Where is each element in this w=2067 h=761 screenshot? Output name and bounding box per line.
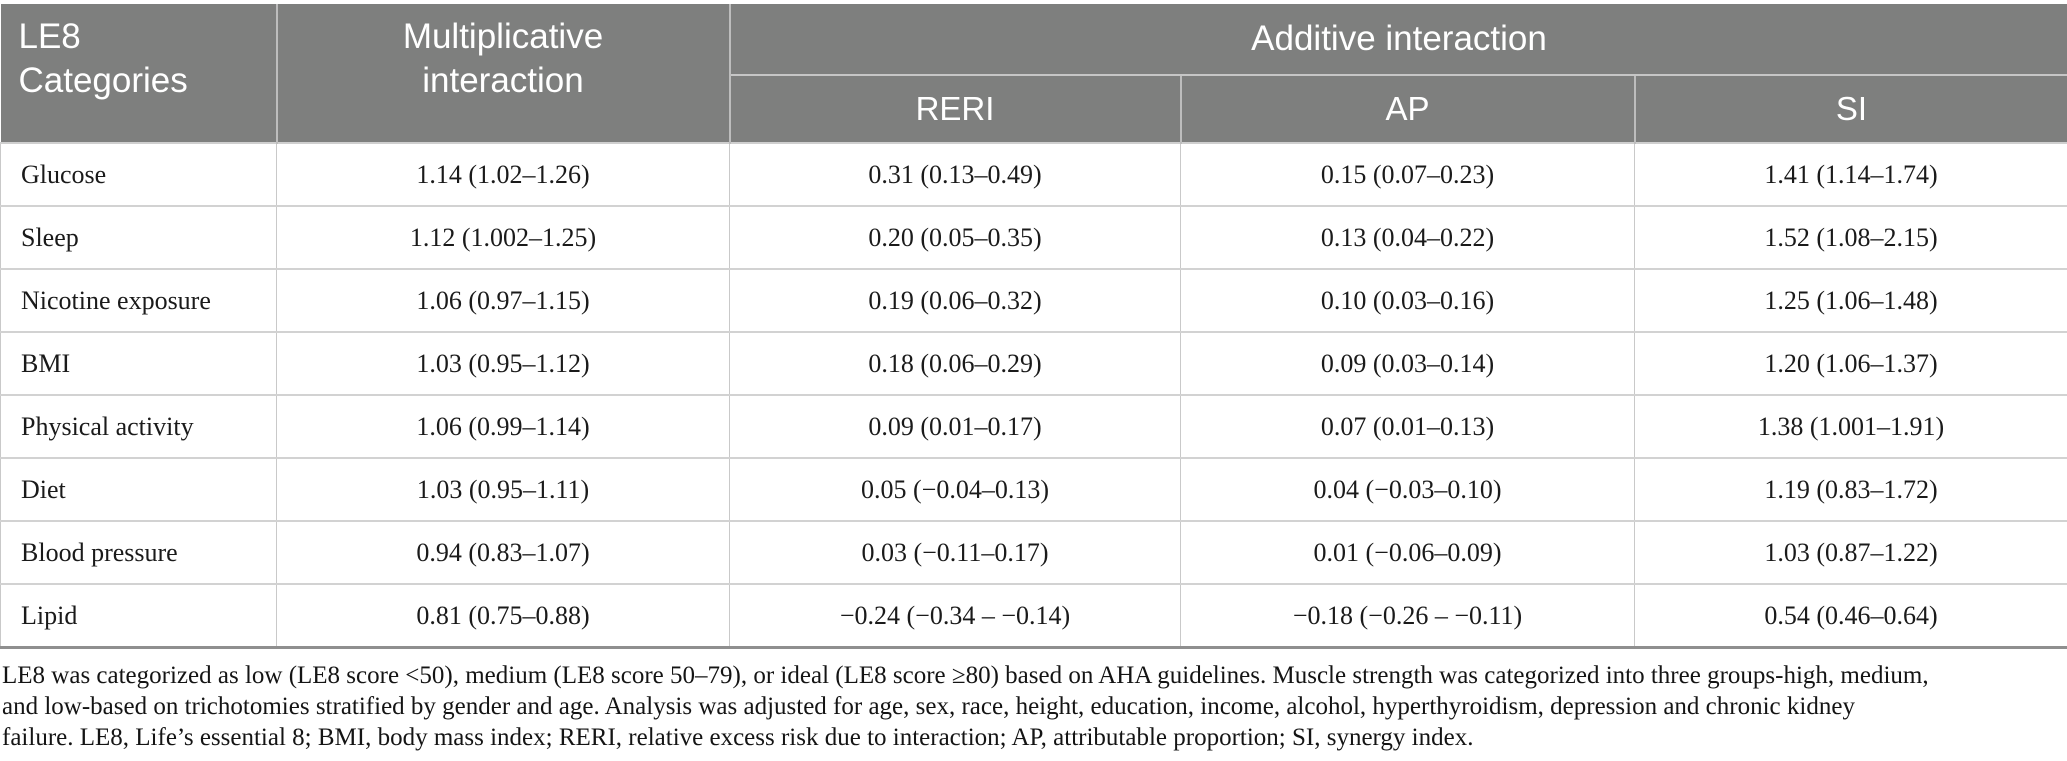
cell-si: 0.54 (0.46–0.64) <box>1633 584 2067 649</box>
cell-multiplicative: 0.81 (0.75–0.88) <box>276 584 730 649</box>
cell-reri: 0.05 (−0.04–0.13) <box>729 458 1181 522</box>
table-row: Physical activity 1.06 (0.99–1.14) 0.09 … <box>0 395 2067 459</box>
cell-multiplicative: 1.03 (0.95–1.12) <box>276 332 730 396</box>
col-header-multiplicative-interaction: Multiplicative interaction <box>275 4 730 143</box>
cell-multiplicative: 0.94 (0.83–1.07) <box>276 521 730 585</box>
cell-reri: 0.31 (0.13–0.49) <box>729 143 1181 207</box>
cell-ap: −0.18 (−0.26 – −0.11) <box>1180 584 1635 649</box>
cell-reri: 0.18 (0.06–0.29) <box>729 332 1181 396</box>
cell-si: 1.41 (1.14–1.74) <box>1633 143 2067 207</box>
cell-si: 1.03 (0.87–1.22) <box>1633 521 2067 585</box>
interaction-table: LE8 Categories Multiplicative interactio… <box>0 4 2067 649</box>
col-header-ap: AP <box>1179 74 1635 143</box>
cell-reri: 0.19 (0.06–0.32) <box>729 269 1181 333</box>
cell-ap: 0.13 (0.04–0.22) <box>1180 206 1635 270</box>
cell-multiplicative: 1.06 (0.97–1.15) <box>276 269 730 333</box>
footnote-line: failure. LE8, Life’s essential 8; BMI, b… <box>2 724 1474 751</box>
cell-reri: −0.24 (−0.34 – −0.14) <box>729 584 1181 649</box>
cell-category: Physical activity <box>0 395 277 459</box>
table-row: Sleep 1.12 (1.002–1.25) 0.20 (0.05–0.35)… <box>0 206 2067 270</box>
cell-multiplicative: 1.06 (0.99–1.14) <box>276 395 730 459</box>
cell-si: 1.52 (1.08–2.15) <box>1633 206 2067 270</box>
cell-ap: 0.04 (−0.03–0.10) <box>1180 458 1635 522</box>
cell-reri: 0.20 (0.05–0.35) <box>729 206 1181 270</box>
table-row: Lipid 0.81 (0.75–0.88) −0.24 (−0.34 – −0… <box>0 584 2067 649</box>
cell-multiplicative: 1.12 (1.002–1.25) <box>276 206 730 270</box>
col-header-si: SI <box>1633 74 2067 143</box>
table-footnote: LE8 was categorized as low (LE8 score <5… <box>2 660 2067 753</box>
cell-category: Diet <box>0 458 277 522</box>
table-row: Nicotine exposure 1.06 (0.97–1.15) 0.19 … <box>0 269 2067 333</box>
cell-ap: 0.15 (0.07–0.23) <box>1180 143 1635 207</box>
cell-si: 1.25 (1.06–1.48) <box>1633 269 2067 333</box>
cell-ap: 0.01 (−0.06–0.09) <box>1180 521 1635 585</box>
table-row: BMI 1.03 (0.95–1.12) 0.18 (0.06–0.29) 0.… <box>0 332 2067 396</box>
footnote-line: and low-based on trichotomies stratified… <box>2 693 1855 720</box>
col-header-le8-categories: LE8 Categories <box>0 4 277 143</box>
cell-ap: 0.09 (0.03–0.14) <box>1180 332 1635 396</box>
cell-category: Sleep <box>0 206 277 270</box>
footnote-line: LE8 was categorized as low (LE8 score <5… <box>2 662 1929 689</box>
col-header-reri: RERI <box>728 74 1181 143</box>
cell-category: Nicotine exposure <box>0 269 277 333</box>
table-row: Glucose 1.14 (1.02–1.26) 0.31 (0.13–0.49… <box>0 143 2067 207</box>
table-header: LE8 Categories Multiplicative interactio… <box>0 4 2067 143</box>
cell-ap: 0.07 (0.01–0.13) <box>1180 395 1635 459</box>
cell-ap: 0.10 (0.03–0.16) <box>1180 269 1635 333</box>
col-header-additive-interaction: Additive interaction <box>728 4 2067 75</box>
cell-category: BMI <box>0 332 277 396</box>
cell-category: Glucose <box>0 143 277 207</box>
cell-si: 1.38 (1.001–1.91) <box>1633 395 2067 459</box>
cell-si: 1.20 (1.06–1.37) <box>1633 332 2067 396</box>
cell-category: Lipid <box>0 584 277 649</box>
table-body: Glucose 1.14 (1.02–1.26) 0.31 (0.13–0.49… <box>0 143 2067 649</box>
cell-reri: 0.03 (−0.11–0.17) <box>729 521 1181 585</box>
table-row: Blood pressure 0.94 (0.83–1.07) 0.03 (−0… <box>0 521 2067 585</box>
cell-multiplicative: 1.14 (1.02–1.26) <box>276 143 730 207</box>
cell-reri: 0.09 (0.01–0.17) <box>729 395 1181 459</box>
cell-category: Blood pressure <box>0 521 277 585</box>
table-row: Diet 1.03 (0.95–1.11) 0.05 (−0.04–0.13) … <box>0 458 2067 522</box>
cell-multiplicative: 1.03 (0.95–1.11) <box>276 458 730 522</box>
cell-si: 1.19 (0.83–1.72) <box>1633 458 2067 522</box>
